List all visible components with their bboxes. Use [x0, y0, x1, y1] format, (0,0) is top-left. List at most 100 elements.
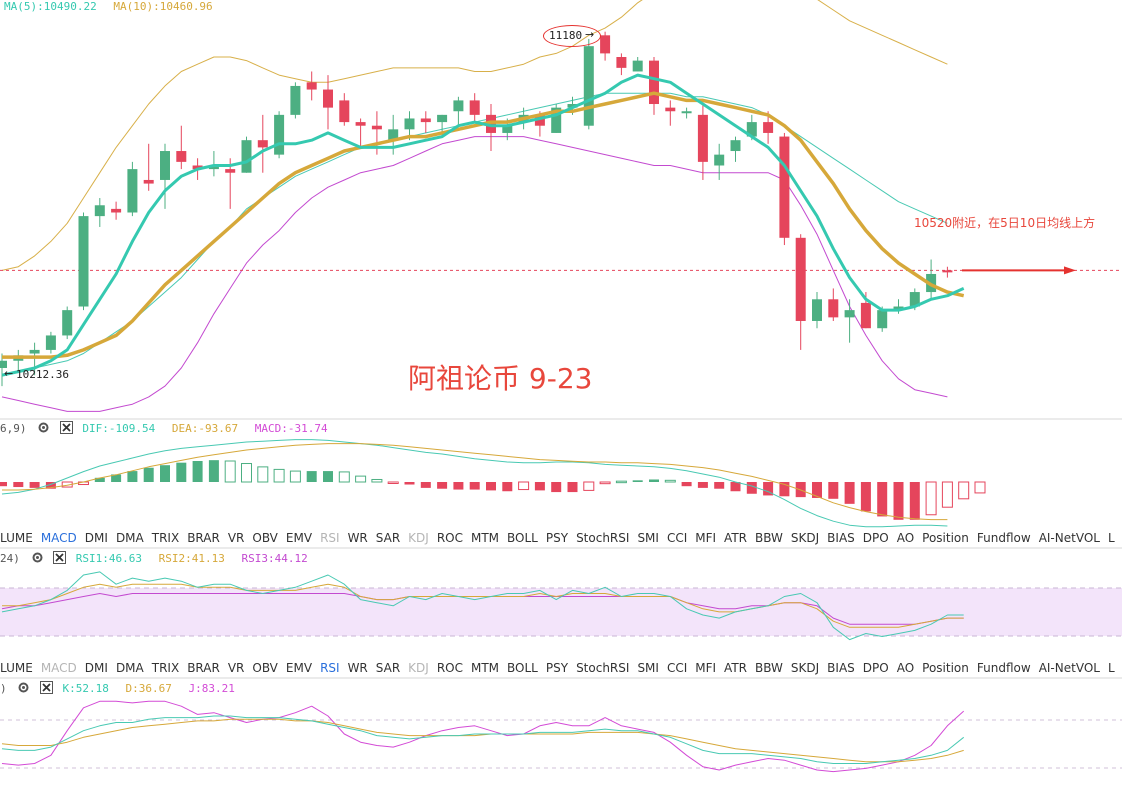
tab-fundflow[interactable]: Fundflow	[976, 531, 1031, 545]
tab-vr[interactable]: VR	[227, 661, 245, 675]
tab-wr[interactable]: WR	[347, 531, 368, 545]
tab-ao[interactable]: AO	[896, 661, 915, 675]
tab-macd[interactable]: MACD	[40, 661, 77, 675]
close-icon[interactable]	[59, 421, 73, 434]
tab-kdj[interactable]: KDJ	[408, 661, 429, 675]
tab-roc[interactable]: ROC	[436, 531, 463, 545]
tab-skdj[interactable]: SKDJ	[790, 661, 820, 675]
tab-emv[interactable]: EMV	[285, 531, 313, 545]
tab-ao[interactable]: AO	[896, 531, 915, 545]
tab-bbw[interactable]: BBW	[755, 531, 783, 545]
candle-body	[681, 111, 692, 114]
tab-dmi[interactable]: DMI	[84, 531, 108, 545]
tab-mtm[interactable]: MTM	[470, 661, 500, 675]
tab-dpo[interactable]: DPO	[862, 661, 889, 675]
tab-position[interactable]: Position	[922, 661, 969, 675]
candle-body	[551, 107, 562, 133]
tab-macd[interactable]: MACD	[40, 531, 77, 545]
tab-position[interactable]: Position	[922, 531, 969, 545]
tab-smi[interactable]: SMI	[637, 661, 659, 675]
tab-l[interactable]: L	[1107, 661, 1115, 675]
tab-roc[interactable]: ROC	[436, 661, 463, 675]
close-icon[interactable]	[39, 681, 53, 694]
rsi1-legend: RSI1:46.63	[75, 552, 142, 565]
tab-skdj[interactable]: SKDJ	[790, 531, 820, 545]
tab-fundflow[interactable]: Fundflow	[976, 661, 1031, 675]
tab-brar[interactable]: BRAR	[187, 531, 220, 545]
macd-histogram-bar	[502, 482, 513, 492]
tab-trix[interactable]: TRIX	[151, 531, 180, 545]
tab-rsi[interactable]: RSI	[320, 661, 340, 675]
tab-obv[interactable]: OBV	[252, 661, 278, 675]
tab-lume[interactable]: LUME	[0, 661, 33, 675]
tab-mfi[interactable]: MFI	[695, 531, 717, 545]
tab-bias[interactable]: BIAS	[827, 531, 855, 545]
tab-boll[interactable]: BOLL	[507, 661, 538, 675]
tab-atr[interactable]: ATR	[724, 531, 747, 545]
candle-body	[600, 35, 611, 54]
tab-wr[interactable]: WR	[347, 661, 368, 675]
tab-dpo[interactable]: DPO	[862, 531, 889, 545]
macd-histogram-bar	[779, 482, 790, 497]
tab-rsi[interactable]: RSI	[320, 531, 340, 545]
candle-body	[486, 114, 496, 133]
candle-body	[714, 154, 725, 166]
macd-histogram-bar	[763, 482, 774, 496]
tab-sar[interactable]: SAR	[375, 661, 401, 675]
dif-line	[1, 439, 948, 528]
tab-smi[interactable]: SMI	[637, 531, 659, 545]
candle-body	[567, 104, 578, 108]
tab-emv[interactable]: EMV	[285, 661, 313, 675]
candle-body	[697, 114, 708, 162]
close-icon[interactable]	[53, 551, 67, 564]
tab-bias[interactable]: BIAS	[827, 661, 855, 675]
tab-ai-netvol[interactable]: AI-NetVOL	[1038, 531, 1100, 545]
settings-gear-icon[interactable]	[37, 421, 50, 434]
tab-vr[interactable]: VR	[227, 531, 245, 545]
candle-body	[62, 310, 73, 336]
macd-value-legend: MACD:-31.74	[254, 422, 328, 435]
candle-body	[795, 237, 806, 321]
candle-body	[0, 360, 7, 368]
tab-lume[interactable]: LUME	[0, 531, 33, 545]
tab-obv[interactable]: OBV	[252, 531, 278, 545]
tab-sar[interactable]: SAR	[375, 531, 401, 545]
candle-body	[893, 306, 904, 311]
candle-body	[453, 100, 464, 112]
candle-body	[290, 85, 301, 115]
tab-brar[interactable]: BRAR	[187, 661, 220, 675]
candle-body	[763, 122, 774, 133]
tab-kdj[interactable]: KDJ	[408, 531, 429, 545]
tab-mfi[interactable]: MFI	[695, 661, 717, 675]
tab-bbw[interactable]: BBW	[755, 661, 783, 675]
tab-boll[interactable]: BOLL	[507, 531, 538, 545]
dif-legend: DIF:-109.54	[82, 422, 156, 435]
tab-mtm[interactable]: MTM	[470, 531, 500, 545]
j-line	[1, 700, 965, 773]
tab-cci[interactable]: CCI	[666, 531, 688, 545]
tab-dma[interactable]: DMA	[115, 531, 144, 545]
tab-trix[interactable]: TRIX	[151, 661, 180, 675]
tab-atr[interactable]: ATR	[724, 661, 747, 675]
tab-ai-netvol[interactable]: AI-NetVOL	[1038, 661, 1100, 675]
tab-dma[interactable]: DMA	[115, 661, 144, 675]
settings-gear-icon[interactable]	[17, 681, 30, 694]
tab-stochrsi[interactable]: StochRSI	[576, 661, 630, 675]
d-legend: D:36.67	[125, 682, 172, 695]
candle-body	[469, 100, 480, 115]
j-legend: J:83.21	[188, 682, 235, 695]
macd-histogram-bar	[13, 482, 24, 488]
tab-psy[interactable]: PSY	[545, 661, 569, 675]
candle-body	[665, 107, 676, 112]
macd-histogram-bar	[812, 482, 822, 498]
rsi-legend: 24) RSI1:46.63 RSI2:41.13 RSI3:44.12	[0, 551, 318, 565]
tab-cci[interactable]: CCI	[666, 661, 688, 675]
settings-gear-icon[interactable]	[31, 551, 44, 564]
tab-stochrsi[interactable]: StochRSI	[576, 531, 630, 545]
tab-psy[interactable]: PSY	[545, 531, 569, 545]
tab-dmi[interactable]: DMI	[84, 661, 108, 675]
macd-histogram-bar	[241, 463, 252, 483]
tab-l[interactable]: L	[1107, 531, 1115, 545]
candle-body	[160, 151, 170, 180]
candle-body	[29, 349, 40, 354]
